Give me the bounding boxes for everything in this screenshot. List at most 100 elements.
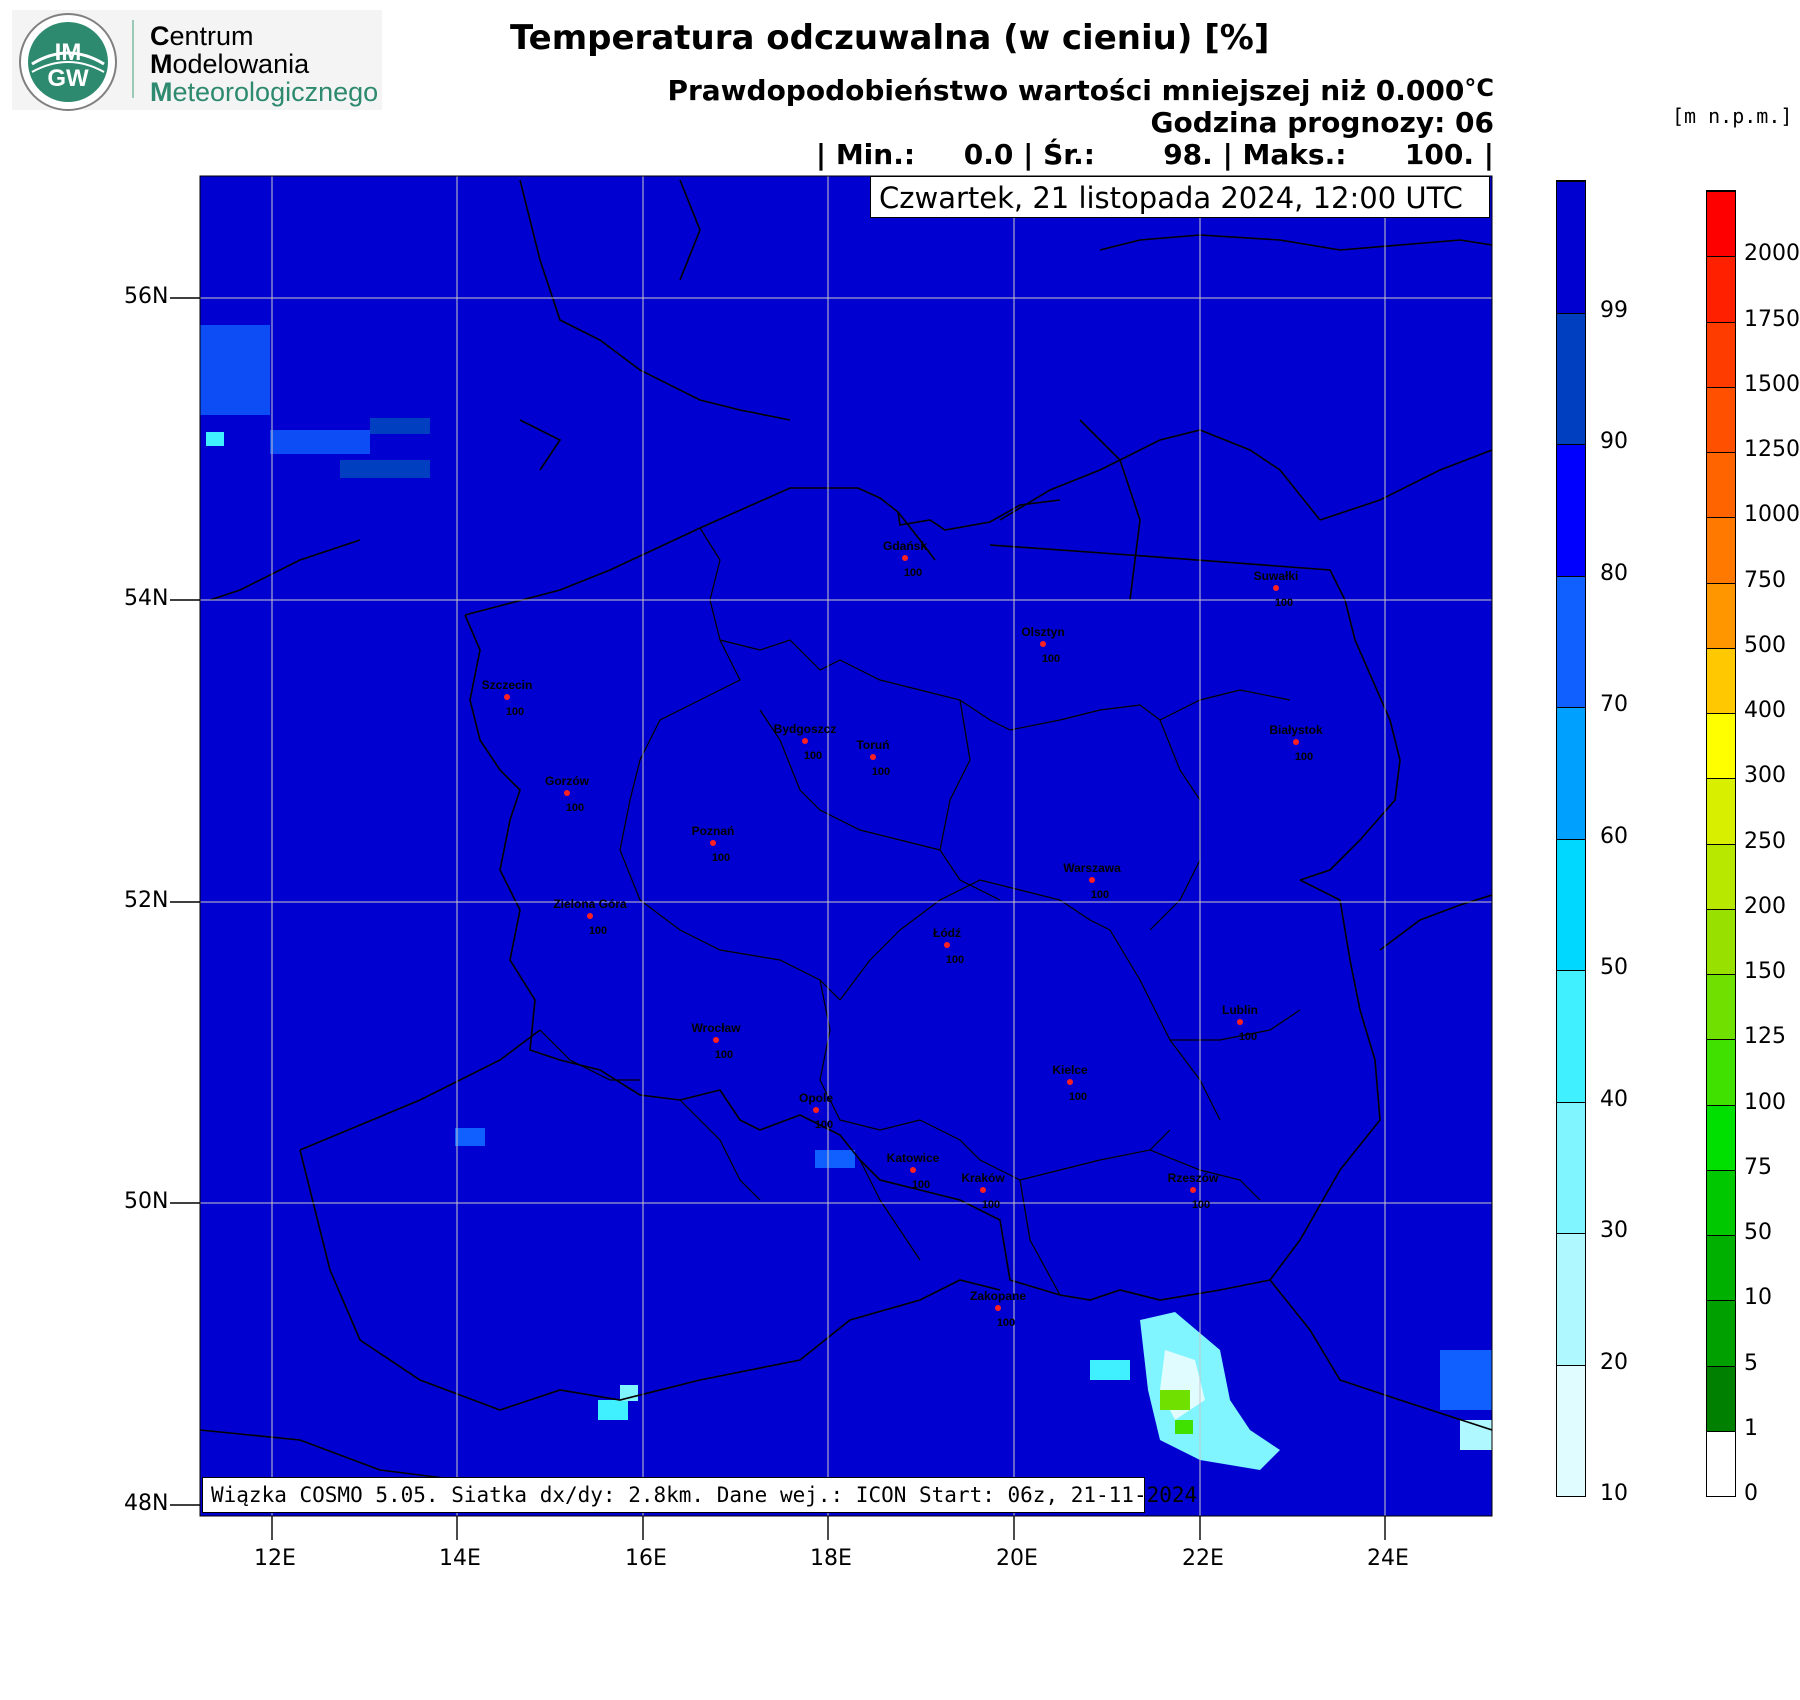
colorbar-label: 80	[1600, 560, 1628, 586]
city-name: Bydgoszcz	[774, 722, 837, 736]
city-value: 100	[589, 925, 607, 937]
city-name: Kielce	[1052, 1063, 1088, 1077]
city-zielona-g-ra: Zielona Góra 100	[553, 897, 627, 937]
colorbar-swatch	[1707, 778, 1735, 844]
city-name: Łódź	[933, 926, 961, 940]
city-name: Rzeszów	[1168, 1171, 1219, 1185]
city-olsztyn: Olsztyn 100	[1021, 625, 1064, 665]
city-dot	[710, 840, 716, 846]
city-name: Lublin	[1222, 1003, 1258, 1017]
valid-date-box: Czwartek, 21 listopada 2024, 12:00 UTC	[870, 176, 1490, 218]
city-toru-: Toruń 100	[856, 738, 890, 778]
city-name: Wrocław	[691, 1021, 741, 1035]
colorbar-label: 20	[1600, 1349, 1628, 1375]
city-name: Białystok	[1269, 723, 1323, 737]
colorbar-label: 50	[1744, 1220, 1772, 1245]
city-dot	[1293, 739, 1299, 745]
colorbar-label: 5	[1744, 1350, 1758, 1376]
city-name: Gorzów	[545, 774, 590, 788]
city-value: 100	[566, 802, 584, 814]
city-name: Opole	[799, 1091, 833, 1105]
city--d-: Łódź 100	[933, 926, 964, 966]
colorbar-label: 100	[1744, 1089, 1786, 1115]
lat-label-56n: 56N	[124, 284, 169, 309]
city-value: 100	[1295, 751, 1313, 763]
city-dot	[1273, 585, 1279, 591]
lon-label-20e: 20E	[996, 1546, 1038, 1571]
city-value: 100	[946, 954, 964, 966]
city-name: Zakopane	[970, 1289, 1026, 1303]
colorbar-swatch	[1707, 713, 1735, 779]
city-name: Gdańsk	[883, 539, 927, 553]
city-name: Olsztyn	[1021, 625, 1064, 639]
colorbar-label: 200	[1744, 893, 1786, 919]
colorbar-label: 1	[1744, 1415, 1758, 1441]
city-dot	[870, 754, 876, 760]
colorbar-swatch	[1707, 1365, 1735, 1431]
colorbar-swatch	[1707, 908, 1735, 974]
city-value: 100	[1069, 1091, 1087, 1103]
city-bydgoszcz: Bydgoszcz 100	[774, 722, 837, 762]
probability-colorbar	[1556, 180, 1586, 1497]
colorbar-swatch	[1707, 1300, 1735, 1366]
city-dot	[1040, 641, 1046, 647]
colorbar-label: 60	[1600, 823, 1628, 849]
colorbar-swatch	[1707, 256, 1735, 322]
city-value: 100	[982, 1199, 1000, 1211]
colorbar-label: 70	[1600, 692, 1628, 717]
city-zakopane: Zakopane 100	[970, 1289, 1026, 1329]
badge-text-bottom: GW	[47, 65, 89, 92]
colorbar-swatch	[1707, 1104, 1735, 1170]
colorbar-label: 10	[1744, 1285, 1772, 1311]
city-bia-ystok: Białystok 100	[1269, 723, 1323, 763]
colorbar-swatch	[1707, 974, 1735, 1040]
colorbar-label: 40	[1600, 1086, 1628, 1112]
model-info: Wiązka COSMO 5.05. Siatka dx/dy: 2.8km. …	[211, 1483, 1198, 1507]
logo-name: Centrum Modelowania Meteorologicznego	[150, 21, 379, 107]
colorbar-label: 750	[1744, 567, 1786, 593]
colorbar-swatch	[1557, 1233, 1585, 1365]
city-value: 100	[912, 1179, 930, 1191]
colorbar-swatch	[1557, 707, 1585, 839]
colorbar-label: 150	[1744, 959, 1786, 984]
map-field	[200, 176, 1492, 1516]
colorbar-swatch	[1557, 444, 1585, 576]
colorbar-label: 500	[1744, 632, 1786, 658]
valid-date: Czwartek, 21 listopada 2024, 12:00 UTC	[879, 181, 1463, 215]
colorbar-label: 125	[1744, 1024, 1786, 1050]
lon-label-18e: 18E	[810, 1546, 852, 1571]
city-value: 100	[712, 852, 730, 864]
city-markers: Gdańsk 100 Suwałki 100 Olsztyn 100 Szczecin 100…	[482, 539, 1323, 1329]
city-value: 100	[997, 1317, 1015, 1329]
city-dot	[504, 694, 510, 700]
city-dot	[944, 942, 950, 948]
city-dot	[713, 1037, 719, 1043]
colorbar-label: 2000	[1744, 241, 1800, 267]
city-name: Kraków	[961, 1171, 1005, 1185]
city-name: Toruń	[856, 738, 889, 752]
city-value: 100	[804, 750, 822, 762]
city-value: 100	[1091, 889, 1109, 901]
city-dot	[1067, 1079, 1073, 1085]
city-szczecin: Szczecin 100	[482, 678, 533, 718]
city-suwa-ki: Suwałki 100	[1254, 569, 1299, 609]
colorbar-swatch	[1557, 312, 1585, 444]
colorbar-label: 50	[1600, 955, 1628, 980]
colorbar-label: 400	[1744, 698, 1786, 723]
colorbar-label: 0	[1744, 1481, 1758, 1506]
city-gda-sk: Gdańsk 100	[883, 539, 927, 579]
city-krak-w: Kraków 100	[961, 1171, 1005, 1211]
imgw-badge-icon: IM GW	[19, 13, 117, 111]
city-wroc-aw: Wrocław 100	[691, 1021, 741, 1061]
model-info-box: Wiązka COSMO 5.05. Siatka dx/dy: 2.8km. …	[202, 1477, 1197, 1513]
lat-label-52n: 52N	[124, 888, 169, 913]
city-gorz-w: Gorzów 100	[545, 774, 590, 814]
city-dot	[813, 1107, 819, 1113]
colorbar-swatch	[1557, 1101, 1585, 1233]
city-rzesz-w: Rzeszów 100	[1168, 1171, 1219, 1211]
colorbar-swatch	[1707, 517, 1735, 583]
lon-label-22e: 22E	[1182, 1546, 1224, 1571]
city-dot	[1190, 1187, 1196, 1193]
axis-ticks	[170, 297, 1386, 1540]
